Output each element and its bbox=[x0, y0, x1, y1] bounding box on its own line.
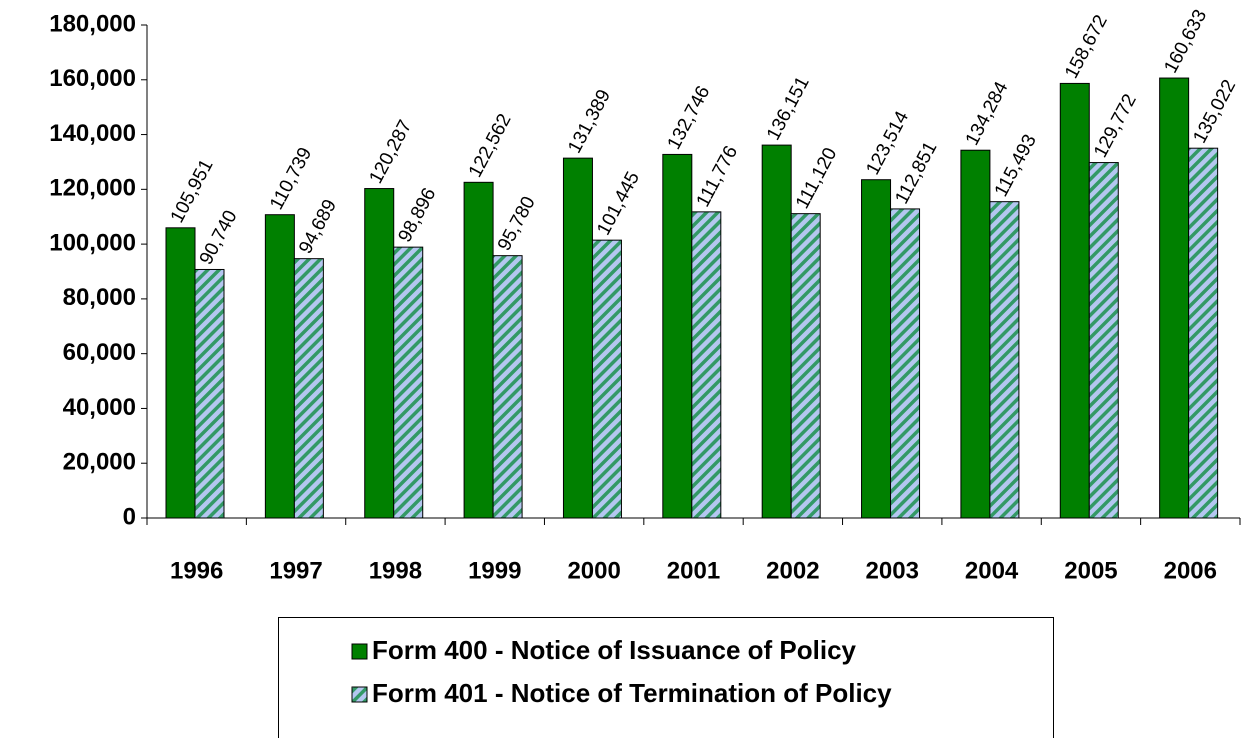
y-tick-label: 100,000 bbox=[49, 229, 136, 256]
value-label: 160,633 bbox=[1160, 6, 1211, 77]
bar bbox=[989, 201, 1020, 519]
y-tick-label: 120,000 bbox=[49, 175, 136, 202]
bar bbox=[890, 208, 921, 519]
bar bbox=[562, 157, 593, 519]
legend-swatch bbox=[351, 686, 368, 703]
x-tick-label: 1996 bbox=[170, 557, 223, 584]
y-tick-label: 140,000 bbox=[49, 120, 136, 147]
y-tick-label: 0 bbox=[123, 503, 136, 530]
y-tick-label: 160,000 bbox=[49, 65, 136, 92]
x-tick-label: 2001 bbox=[667, 557, 720, 584]
value-label: 90,740 bbox=[196, 207, 242, 268]
value-label: 120,287 bbox=[366, 117, 417, 188]
x-tick-label: 2005 bbox=[1064, 557, 1117, 584]
bar bbox=[194, 268, 225, 519]
x-tick-label: 1998 bbox=[369, 557, 422, 584]
x-tick-label: 2002 bbox=[766, 557, 819, 584]
bar bbox=[393, 246, 424, 519]
bar bbox=[1059, 82, 1090, 519]
y-tick-label: 180,000 bbox=[49, 10, 136, 37]
value-label: 115,493 bbox=[991, 131, 1041, 200]
bar bbox=[463, 181, 494, 519]
value-label: 94,689 bbox=[295, 196, 341, 257]
value-label: 111,776 bbox=[693, 143, 742, 211]
value-label: 131,389 bbox=[564, 86, 615, 157]
x-tick-label: 2003 bbox=[866, 557, 919, 584]
bar bbox=[492, 255, 523, 519]
x-tick-label: 2006 bbox=[1164, 557, 1217, 584]
bar bbox=[1159, 77, 1190, 519]
bar bbox=[165, 227, 196, 519]
bar bbox=[264, 214, 295, 519]
legend-swatch bbox=[351, 643, 368, 660]
bar bbox=[1188, 147, 1219, 519]
y-tick-label: 20,000 bbox=[63, 449, 136, 476]
bar bbox=[364, 188, 395, 519]
bar bbox=[591, 239, 622, 519]
value-label: 111,120 bbox=[792, 144, 841, 212]
bar bbox=[1088, 162, 1119, 519]
legend-label: Form 400 - Notice of Issuance of Policy bbox=[372, 635, 857, 665]
value-label: 98,896 bbox=[395, 185, 441, 246]
value-label: 134,284 bbox=[962, 78, 1013, 149]
x-tick-label: 1999 bbox=[468, 557, 521, 584]
bar bbox=[960, 149, 991, 519]
value-label: 122,562 bbox=[465, 111, 516, 182]
value-label: 95,780 bbox=[494, 193, 540, 254]
value-label: 158,672 bbox=[1061, 12, 1112, 83]
value-label: 110,739 bbox=[266, 144, 316, 213]
y-tick-label: 40,000 bbox=[63, 394, 136, 421]
bar bbox=[293, 258, 324, 519]
bar bbox=[861, 179, 892, 519]
y-tick-label: 80,000 bbox=[63, 284, 136, 311]
bar bbox=[691, 211, 722, 519]
bar bbox=[662, 153, 693, 519]
value-label: 136,151 bbox=[763, 73, 814, 144]
value-label: 112,851 bbox=[891, 138, 941, 207]
x-tick-label: 1997 bbox=[269, 557, 322, 584]
bar bbox=[761, 144, 792, 519]
legend-box bbox=[278, 617, 1054, 738]
y-tick-label: 60,000 bbox=[63, 339, 136, 366]
value-label: 129,772 bbox=[1090, 91, 1141, 162]
value-label: 135,022 bbox=[1189, 76, 1240, 147]
x-tick-label: 2000 bbox=[567, 557, 620, 584]
legend-label: Form 401 - Notice of Termination of Poli… bbox=[372, 678, 892, 708]
x-tick-label: 2004 bbox=[965, 557, 1019, 584]
value-label: 105,951 bbox=[167, 156, 218, 227]
value-label: 101,445 bbox=[593, 168, 644, 239]
bar bbox=[790, 213, 821, 519]
value-label: 123,514 bbox=[862, 108, 913, 179]
value-label: 132,746 bbox=[664, 83, 715, 154]
